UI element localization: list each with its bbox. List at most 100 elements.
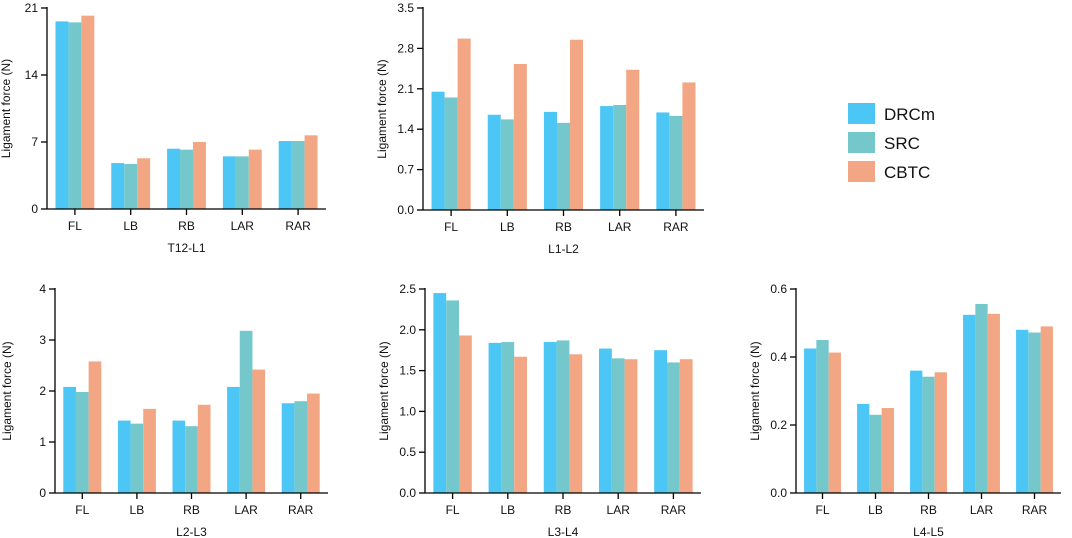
bar-drcm-rb	[167, 148, 181, 209]
chart-title: T12-L1	[167, 241, 205, 255]
bar-cbtc-rb	[934, 372, 947, 493]
chart-title: L3-L4	[548, 525, 579, 538]
chart-title: L1-L2	[548, 242, 579, 256]
bar-cbtc-fl	[457, 38, 471, 211]
legend-swatch-cbtc	[848, 161, 875, 182]
bar-drcm-lb	[488, 342, 502, 493]
bar-cbtc-rar	[1040, 326, 1053, 493]
chart-t12-l1: 0 7 14 21 FL LB RB LAR RAR T12-L1 Ligament force (…	[0, 1, 326, 255]
y-axis-label: Ligament force (N)	[377, 341, 391, 440]
bar-drcm-fl	[63, 386, 76, 493]
bar-drcm-rar	[1016, 329, 1029, 493]
bar-drcm-rb	[172, 420, 186, 493]
x-tick-label: RAR	[661, 503, 687, 517]
bar-src-lar	[613, 104, 627, 210]
bar-src-rar	[669, 115, 683, 210]
y-tick-label: 1.0	[399, 404, 416, 418]
bar-src-lb	[130, 423, 144, 493]
bar-src-lar	[235, 156, 249, 209]
bar-src-lb	[501, 342, 515, 493]
bar-src-fl	[75, 392, 89, 493]
bar-drcm-lb	[111, 163, 125, 209]
bar-cbtc-lar	[626, 69, 640, 210]
x-tick-label: LAR	[608, 220, 632, 234]
legend-label-drcm: DRCm	[884, 105, 935, 124]
bar-drcm-rb	[910, 370, 923, 493]
x-tick-label: LAR	[607, 503, 631, 517]
y-tick-label: 2.5	[399, 282, 416, 296]
legend-label-cbtc: CBTC	[884, 163, 930, 182]
bar-drcm-lb	[487, 114, 501, 210]
bar-drcm-rar	[656, 112, 670, 210]
bar-cbtc-lb	[513, 63, 527, 211]
x-tick-label: RB	[555, 503, 572, 517]
x-tick-label: LAR	[234, 503, 258, 517]
bar-src-fl	[816, 340, 829, 493]
y-tick-label: 1.5	[399, 364, 416, 378]
bar-cbtc-rar	[682, 82, 696, 210]
x-tick-label: RB	[920, 503, 937, 517]
bar-cbtc-lb	[881, 408, 894, 493]
legend-swatch-drcm	[848, 103, 875, 124]
y-tick-label: 0.7	[397, 163, 414, 177]
bar-src-rb	[922, 376, 935, 493]
bar-src-lb	[869, 414, 882, 493]
bar-src-rar	[1028, 332, 1041, 493]
bar-cbtc-rb	[570, 39, 584, 210]
x-tick-label: LB	[868, 503, 883, 517]
y-tick-label: 0.0	[770, 486, 787, 500]
y-tick-label: 14	[25, 68, 39, 82]
x-tick-label: RAR	[285, 219, 311, 233]
x-tick-label: LB	[130, 503, 145, 517]
y-axis-label: Ligament force (N)	[0, 59, 13, 158]
bar-drcm-rar	[278, 141, 292, 209]
bar-drcm-lar	[222, 156, 236, 209]
x-tick-label: FL	[446, 503, 460, 517]
bar-src-lar	[239, 330, 253, 493]
bar-cbtc-fl	[459, 335, 472, 493]
bar-src-lar	[975, 303, 988, 493]
bar-src-rb	[556, 340, 570, 493]
y-axis-label: Ligament force (N)	[375, 59, 389, 158]
bar-drcm-lar	[227, 386, 240, 493]
legend: DRCm SRC CBTC	[848, 103, 935, 182]
chart-title: L4-L5	[913, 525, 944, 538]
x-tick-label: FL	[815, 503, 829, 517]
bar-src-fl	[446, 300, 460, 493]
bar-drcm-rb	[543, 342, 557, 493]
y-tick-label: 4	[39, 282, 46, 296]
x-tick-label: LAR	[231, 219, 255, 233]
y-tick-label: 2.1	[397, 82, 414, 96]
legend-label-src: SRC	[884, 134, 920, 153]
y-tick-label: 7	[31, 135, 38, 149]
bar-drcm-rar	[281, 403, 295, 493]
y-tick-label: 0.6	[770, 282, 787, 296]
bar-src-lar	[611, 358, 625, 493]
bar-cbtc-lar	[987, 313, 1000, 493]
bar-src-rb	[185, 426, 198, 493]
x-tick-label: RAR	[1022, 503, 1048, 517]
x-tick-label: LB	[500, 220, 515, 234]
bar-src-fl	[68, 22, 82, 209]
chart-l2-l3: 0 1 2 3 4 FL LB RB LAR RAR L2-L3 Ligament force (N)	[0, 282, 328, 538]
y-tick-label: 0.0	[397, 203, 414, 217]
bar-src-fl	[444, 97, 458, 210]
bar-cbtc-rb	[197, 404, 211, 493]
x-tick-label: RB	[555, 220, 572, 234]
bar-drcm-lb	[857, 403, 870, 493]
bar-drcm-fl	[55, 21, 69, 210]
y-tick-label: 0.0	[399, 486, 416, 500]
bar-drcm-fl	[804, 348, 817, 493]
bar-cbtc-lb	[143, 408, 156, 493]
bar-drcm-lar	[600, 106, 614, 210]
chart-title: L2-L3	[176, 525, 207, 538]
bar-cbtc-lar	[624, 359, 638, 493]
x-tick-label: RB	[178, 219, 195, 233]
bar-drcm-rb	[543, 111, 557, 210]
y-tick-label: 0.5	[399, 445, 416, 459]
chart-l3-l4: 0.0 0.5 1.0 1.5 2.0 2.5 FL LB RB LAR RAR L3-L4 Ligam…	[377, 282, 701, 538]
y-tick-label: 0.2	[770, 418, 787, 432]
x-tick-label: RAR	[288, 503, 314, 517]
bar-cbtc-rar	[307, 393, 320, 493]
